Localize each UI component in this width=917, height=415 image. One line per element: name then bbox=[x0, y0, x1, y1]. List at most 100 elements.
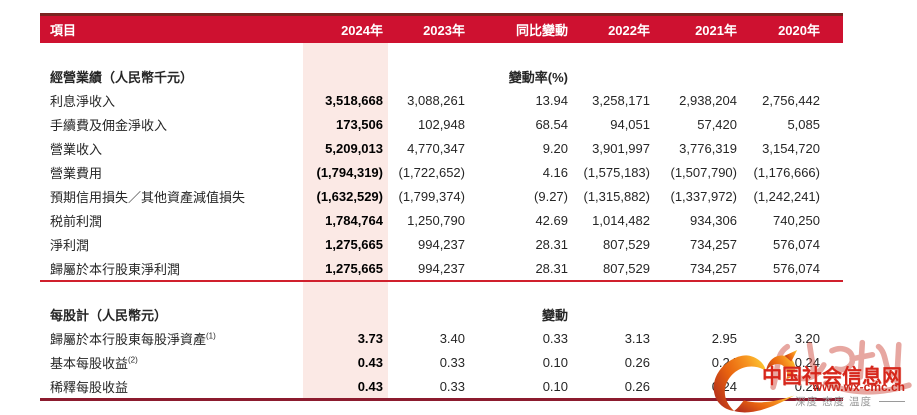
cell-2022: 3,258,171 bbox=[592, 92, 650, 108]
cell-2022: 807,529 bbox=[603, 260, 650, 276]
row-label: 淨利潤 bbox=[50, 237, 90, 253]
table-row: 稀釋每股收益 0.43 0.33 0.10 0.26 0.24 0.24 bbox=[40, 374, 843, 398]
table-row: 預期信用損失／其他資產減值損失 (1,632,529) (1,799,374) … bbox=[40, 184, 843, 208]
cell-2022: 3.13 bbox=[624, 330, 650, 346]
cell-2023: 994,237 bbox=[418, 260, 465, 276]
slogan-dash-line bbox=[879, 401, 905, 402]
cell-2021: 3,776,319 bbox=[679, 140, 737, 156]
cell-2023: 102,948 bbox=[418, 116, 465, 132]
cell-2020: 740,250 bbox=[773, 212, 820, 228]
table-row: 利息淨收入 3,518,668 3,088,261 13.94 3,258,17… bbox=[40, 88, 843, 112]
cell-2021: 734,257 bbox=[690, 236, 737, 252]
row-label: 基本每股收益(2) bbox=[50, 355, 138, 371]
row-label: 營業收入 bbox=[50, 141, 103, 157]
table-row: 税前利潤 1,784,764 1,250,790 42.69 1,014,482… bbox=[40, 208, 843, 232]
cell-2021: (1,507,790) bbox=[670, 164, 738, 180]
cell-yoy-change: 13.94 bbox=[535, 92, 568, 108]
footnote-superscript: (2) bbox=[128, 355, 138, 365]
cell-2024: 173,506 bbox=[336, 116, 383, 132]
cell-yoy-change: 4.16 bbox=[542, 164, 568, 180]
cell-2020: 0.24 bbox=[794, 378, 820, 394]
column-header-2021: 2021年 bbox=[695, 23, 737, 38]
cell-2020: 2,756,442 bbox=[762, 92, 820, 108]
section-rows-per-share: 歸屬於本行股東每股淨資產(1) 3.73 3.40 0.33 3.13 2.95… bbox=[40, 326, 843, 398]
cell-2020: 3.20 bbox=[794, 330, 820, 346]
row-label: 預期信用損失／其他資產減值損失 bbox=[50, 189, 246, 205]
cell-2024: 1,275,665 bbox=[325, 236, 383, 252]
cell-2021: 0.24 bbox=[711, 378, 737, 394]
cell-yoy-change: 0.33 bbox=[542, 330, 568, 346]
row-label: 税前利潤 bbox=[50, 213, 103, 229]
section-rows-operating-results: 利息淨收入 3,518,668 3,088,261 13.94 3,258,17… bbox=[40, 88, 843, 280]
row-label: 利息淨收入 bbox=[50, 93, 116, 109]
cell-2024: 1,784,764 bbox=[325, 212, 383, 228]
cell-2023: 4,770,347 bbox=[407, 140, 465, 156]
cell-2023: 0.33 bbox=[439, 354, 465, 370]
section-title: 每股計（人民幣元） bbox=[50, 307, 168, 323]
table-row: 歸屬於本行股東淨利潤 1,275,665 994,237 28.31 807,5… bbox=[40, 256, 843, 280]
row-label: 營業費用 bbox=[50, 165, 103, 181]
cell-2021: 734,257 bbox=[690, 260, 737, 276]
cell-2020: 576,074 bbox=[773, 260, 820, 276]
cell-yoy-change: (9.27) bbox=[534, 188, 568, 204]
table-row: 淨利潤 1,275,665 994,237 28.31 807,529 734,… bbox=[40, 232, 843, 256]
column-header-item: 項目 bbox=[50, 23, 77, 38]
cell-2021: 934,306 bbox=[690, 212, 737, 228]
row-label: 稀釋每股收益 bbox=[50, 379, 129, 395]
table-row: 手續費及佣金淨收入 173,506 102,948 68.54 94,051 5… bbox=[40, 112, 843, 136]
cell-yoy-change: 68.54 bbox=[535, 116, 568, 132]
cell-2020: (1,242,241) bbox=[753, 188, 821, 204]
cell-2022: 3,901,997 bbox=[592, 140, 650, 156]
column-header-2023: 2023年 bbox=[423, 23, 465, 38]
cell-2021: 2,938,204 bbox=[679, 92, 737, 108]
cell-2020: 0.24 bbox=[794, 354, 820, 370]
cell-2020: 576,074 bbox=[773, 236, 820, 252]
cell-yoy-change: 42.69 bbox=[535, 212, 568, 228]
cell-2023: 0.33 bbox=[439, 378, 465, 394]
cell-yoy-change: 28.31 bbox=[535, 236, 568, 252]
column-header-2020: 2020年 bbox=[778, 23, 820, 38]
cell-2024: 1,275,665 bbox=[325, 260, 383, 276]
cell-2022: 0.26 bbox=[624, 378, 650, 394]
cell-2023: (1,799,374) bbox=[398, 188, 466, 204]
cell-2024: 3.73 bbox=[357, 330, 383, 346]
cell-2021: 2.95 bbox=[711, 330, 737, 346]
table-row: 營業收入 5,209,013 4,770,347 9.20 3,901,997 … bbox=[40, 136, 843, 160]
cell-2022: 807,529 bbox=[603, 236, 650, 252]
change-rate-label: 變動率(%) bbox=[508, 69, 568, 85]
column-header-2024: 2024年 bbox=[341, 23, 383, 38]
footnote-superscript: (1) bbox=[206, 331, 216, 341]
cell-yoy-change: 28.31 bbox=[535, 260, 568, 276]
table-row: 基本每股收益(2) 0.43 0.33 0.10 0.26 0.24 0.24 bbox=[40, 350, 843, 374]
row-label: 手續費及佣金淨收入 bbox=[50, 117, 168, 133]
cell-2024: 5,209,013 bbox=[325, 140, 383, 156]
cell-2024: 0.43 bbox=[357, 354, 383, 370]
cell-2023: 3,088,261 bbox=[407, 92, 465, 108]
cell-2023: 3.40 bbox=[439, 330, 465, 346]
cell-2023: 1,250,790 bbox=[407, 212, 465, 228]
cell-2020: 3,154,720 bbox=[762, 140, 820, 156]
column-2024-highlight bbox=[303, 43, 388, 401]
section-per-share: 每股計（人民幣元） 變動 歸屬於本行股東每股淨資產(1) 3.73 3.40 0… bbox=[40, 302, 843, 401]
cell-2022: 0.26 bbox=[624, 354, 650, 370]
cell-2023: (1,722,652) bbox=[398, 164, 466, 180]
cell-2022: (1,575,183) bbox=[583, 164, 651, 180]
cell-yoy-change: 0.10 bbox=[542, 378, 568, 394]
cell-2024: (1,794,319) bbox=[316, 164, 384, 180]
cell-2020: 5,085 bbox=[787, 116, 820, 132]
cell-2024: 3,518,668 bbox=[325, 92, 383, 108]
cell-2021: 0.24 bbox=[711, 354, 737, 370]
table-header-row: 項目 2024年 2023年 同比變動 2022年 2021年 2020年 bbox=[40, 13, 843, 43]
cell-2024: 0.43 bbox=[357, 378, 383, 394]
section-title: 經營業績（人民幣千元） bbox=[50, 69, 194, 85]
table-row: 歸屬於本行股東每股淨資產(1) 3.73 3.40 0.33 3.13 2.95… bbox=[40, 326, 843, 350]
column-header-2022: 2022年 bbox=[608, 23, 650, 38]
cell-2021: (1,337,972) bbox=[670, 188, 738, 204]
section-header-row: 每股計（人民幣元） 變動 bbox=[40, 302, 843, 326]
section-header-row: 經營業績（人民幣千元） 變動率(%) bbox=[40, 64, 843, 88]
cell-2023: 994,237 bbox=[418, 236, 465, 252]
cell-yoy-change: 0.10 bbox=[542, 354, 568, 370]
row-label: 歸屬於本行股東淨利潤 bbox=[50, 261, 181, 277]
cell-2020: (1,176,666) bbox=[753, 164, 821, 180]
